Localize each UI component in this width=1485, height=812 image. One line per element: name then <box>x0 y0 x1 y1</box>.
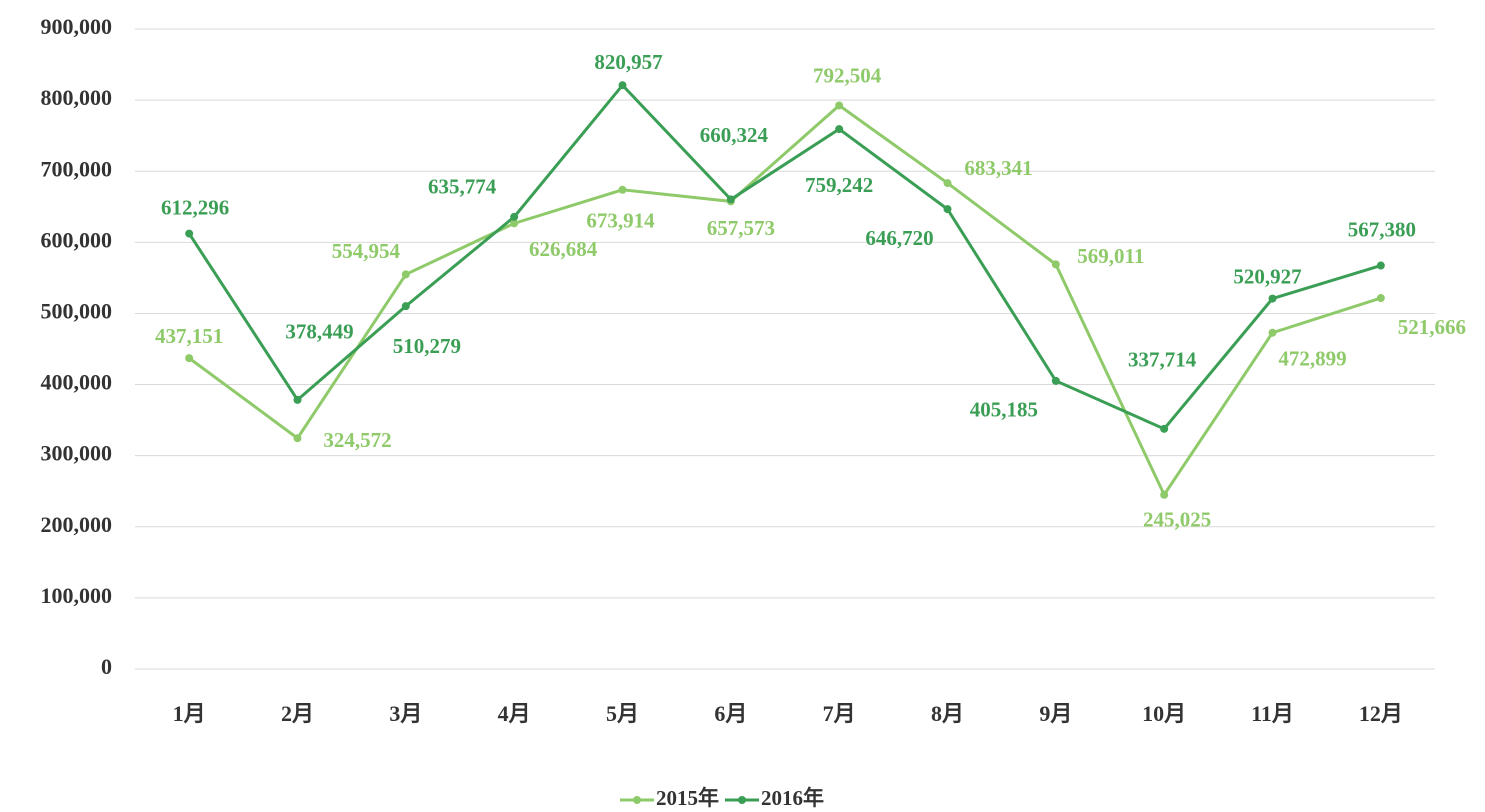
point <box>1051 260 1060 269</box>
point <box>618 185 627 194</box>
point <box>185 229 194 238</box>
y-tick-label: 200,000 <box>41 512 113 537</box>
data-label: 510,279 <box>393 334 461 358</box>
point <box>943 205 952 214</box>
x-tick-label: 3月 <box>389 701 422 726</box>
data-label: 635,774 <box>428 175 497 199</box>
series-line <box>187 82 1382 431</box>
point <box>943 179 952 188</box>
point <box>1268 328 1277 337</box>
data-label: 646,720 <box>865 226 933 250</box>
point <box>510 212 519 221</box>
data-label: 759,242 <box>805 173 873 197</box>
x-tick-label: 1月 <box>173 701 206 726</box>
y-tick-label: 900,000 <box>41 14 113 39</box>
point <box>726 195 735 204</box>
y-tick-label: 700,000 <box>41 156 113 181</box>
data-label: 612,296 <box>161 195 229 219</box>
data-label: 405,185 <box>970 398 1038 422</box>
data-label: 683,341 <box>964 156 1032 180</box>
x-tick-label: 9月 <box>1039 701 1072 726</box>
data-label: 569,011 <box>1077 244 1144 268</box>
data-label: 245,025 <box>1143 508 1211 532</box>
data-label: 437,151 <box>155 324 223 348</box>
data-label: 673,914 <box>586 209 655 233</box>
data-label: 626,684 <box>529 237 598 261</box>
point <box>1160 424 1169 433</box>
data-label: 521,666 <box>1398 315 1466 339</box>
y-tick-label: 800,000 <box>41 85 113 110</box>
y-tick-label: 0 <box>101 654 112 679</box>
point <box>293 395 302 404</box>
legend-label: 2015年 <box>656 786 719 810</box>
y-tick-label: 100,000 <box>41 583 113 608</box>
point <box>835 125 844 134</box>
y-tick-label: 600,000 <box>41 227 113 252</box>
series-line <box>188 103 1382 498</box>
x-tick-label: 12月 <box>1359 701 1403 726</box>
x-tick-label: 7月 <box>823 701 856 726</box>
point <box>401 302 410 311</box>
point <box>1160 490 1169 499</box>
x-tick-label: 8月 <box>931 701 964 726</box>
point <box>293 434 302 443</box>
x-tick-label: 2月 <box>281 701 314 726</box>
x-tick-label: 5月 <box>606 701 639 726</box>
data-label: 792,504 <box>813 63 882 87</box>
x-tick-label: 10月 <box>1142 701 1186 726</box>
data-label: 378,449 <box>285 320 353 344</box>
y-tick-label: 500,000 <box>41 298 113 323</box>
data-label: 520,927 <box>1233 264 1301 288</box>
point <box>1051 376 1060 385</box>
point <box>185 354 194 363</box>
data-label: 337,714 <box>1128 348 1197 372</box>
point <box>1376 261 1385 270</box>
data-label: 554,954 <box>332 239 401 263</box>
x-tick-label: 6月 <box>714 701 747 726</box>
point <box>618 81 627 90</box>
legend-marker <box>738 796 746 804</box>
point <box>510 219 519 228</box>
legend-label: 2016年 <box>761 786 824 810</box>
y-tick-label: 300,000 <box>41 441 113 466</box>
data-label: 660,324 <box>700 123 769 147</box>
data-label: 657,573 <box>707 216 775 240</box>
x-tick-label: 4月 <box>498 701 531 726</box>
data-label: 820,957 <box>594 50 662 74</box>
data-label: 472,899 <box>1278 347 1346 371</box>
point <box>1268 294 1277 303</box>
legend-marker <box>633 796 641 804</box>
data-label: 567,380 <box>1348 217 1416 241</box>
y-tick-label: 400,000 <box>41 370 113 395</box>
data-label: 324,572 <box>323 428 391 452</box>
point <box>835 101 844 110</box>
point <box>1376 294 1385 303</box>
x-tick-label: 11月 <box>1251 701 1294 726</box>
point <box>401 270 410 279</box>
